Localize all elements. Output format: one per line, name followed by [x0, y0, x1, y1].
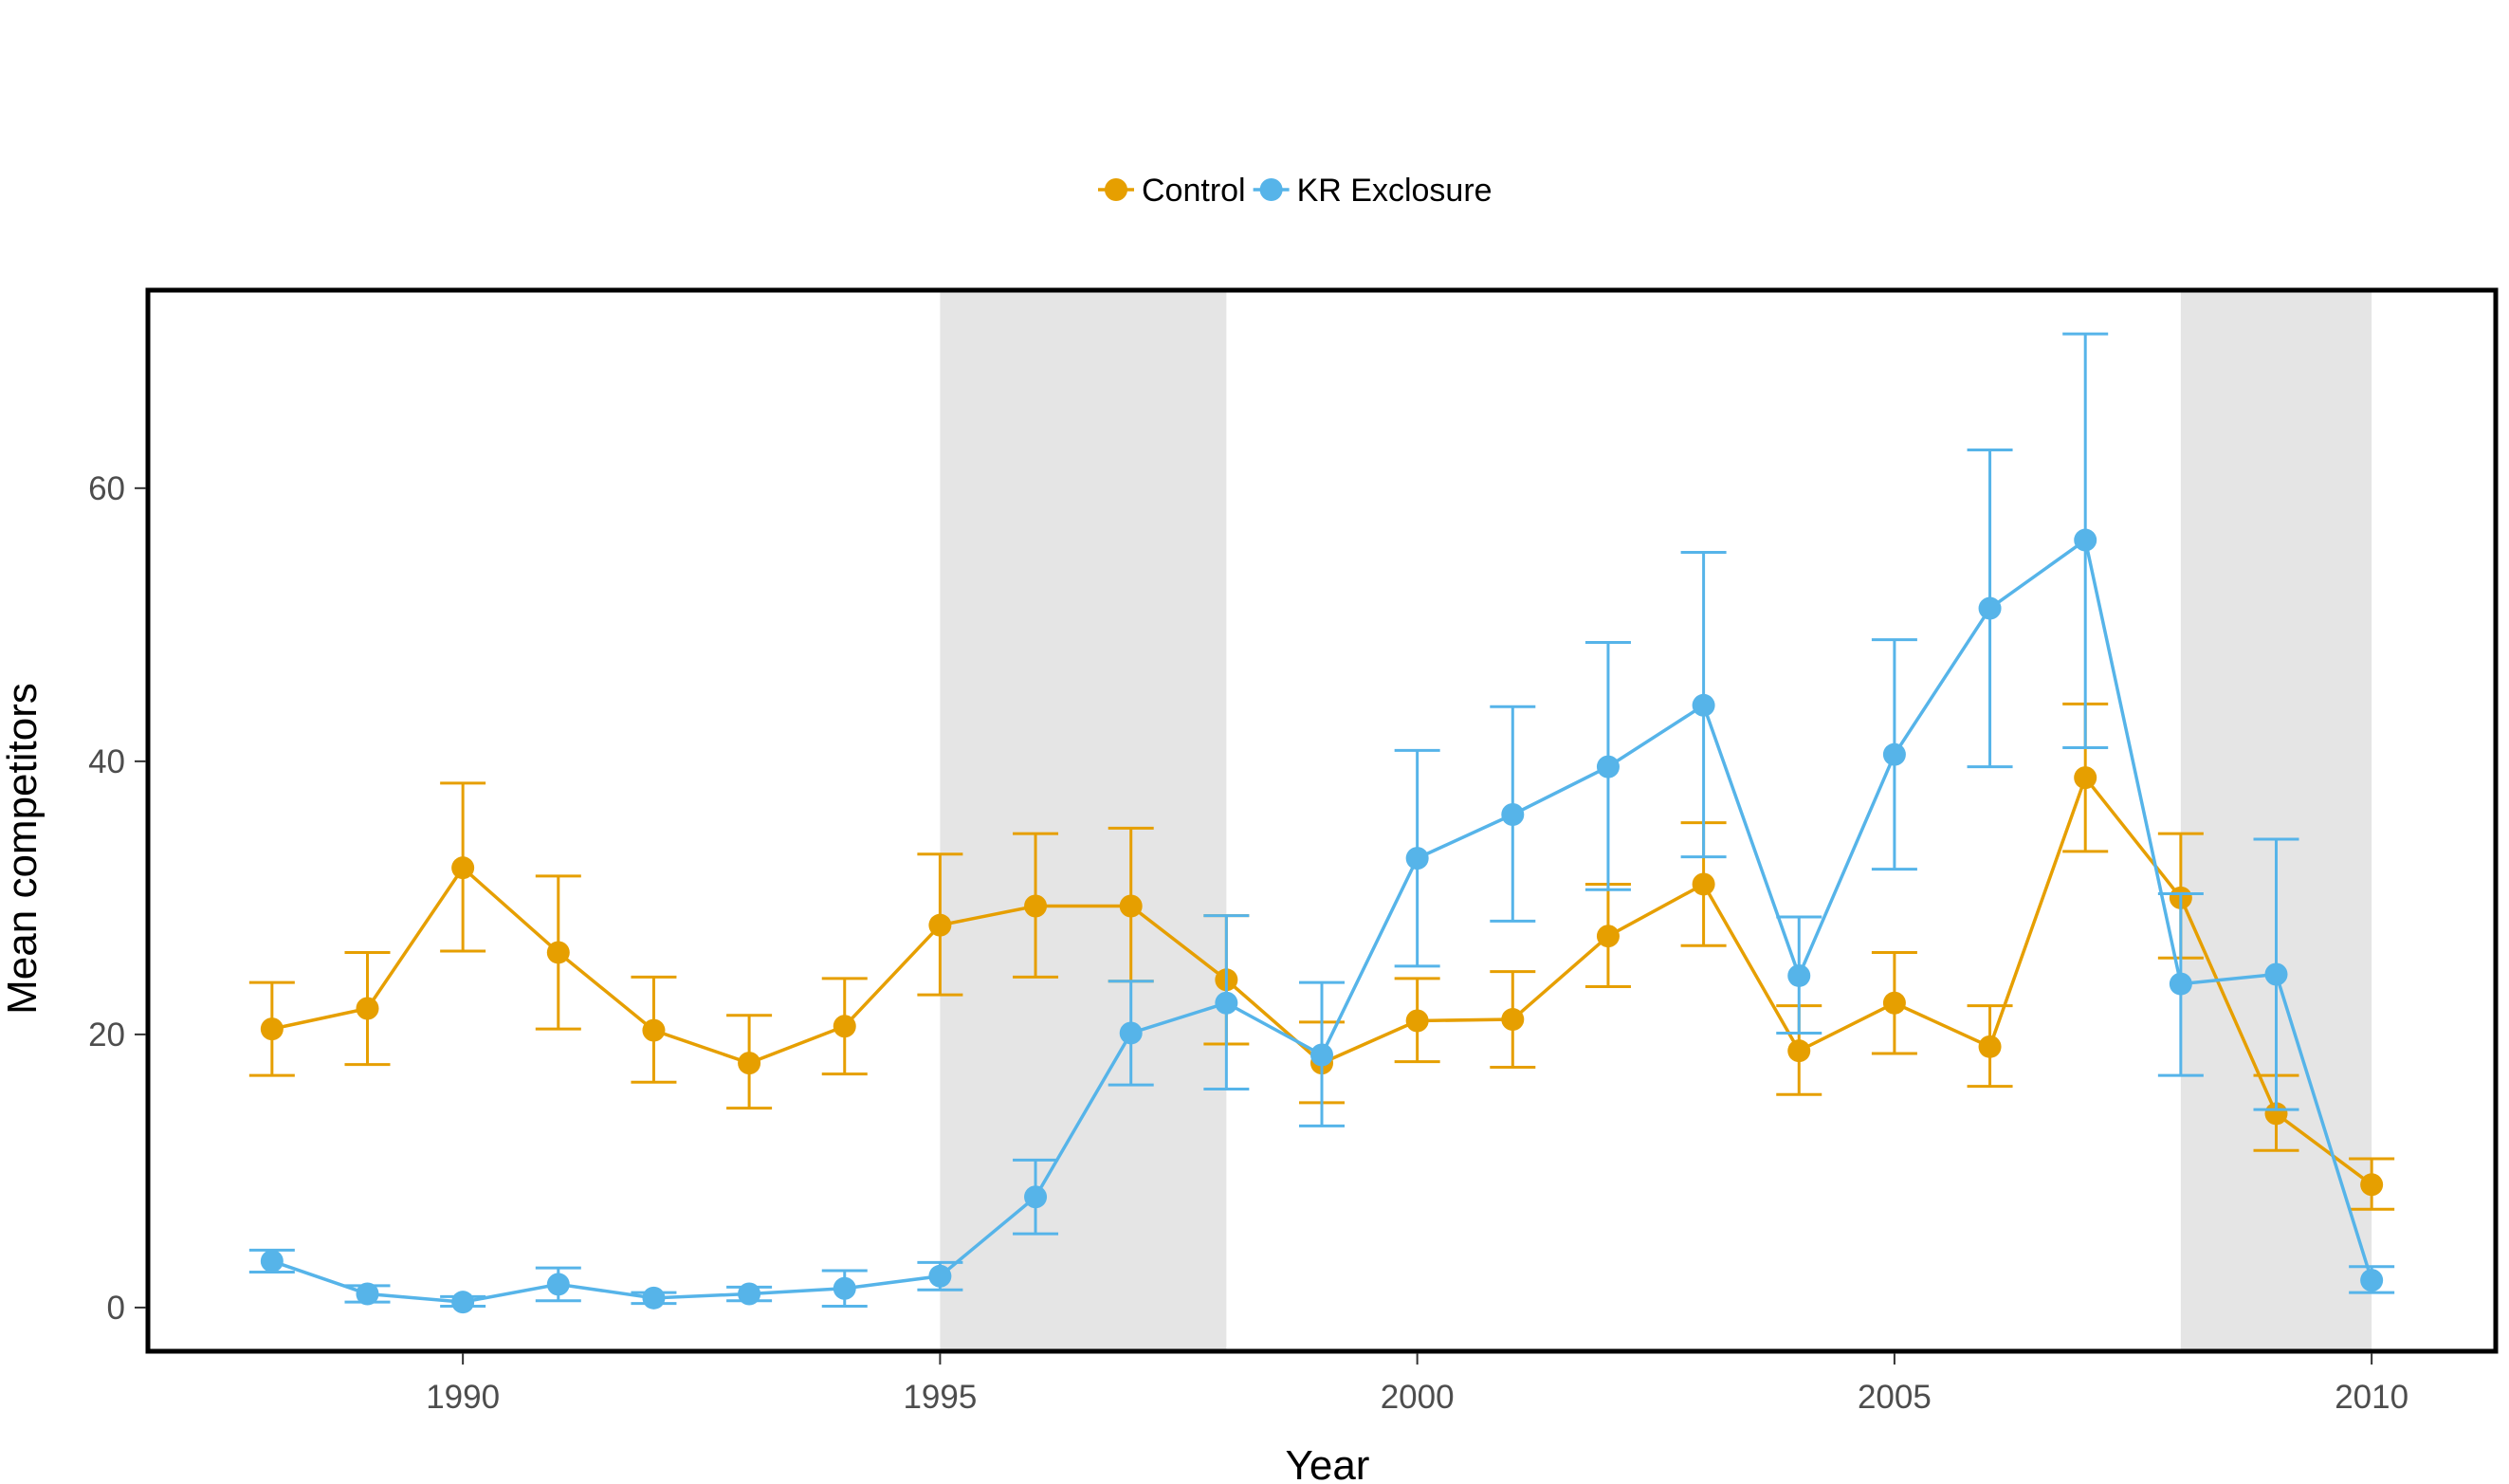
data-point-control-1995	[928, 913, 952, 937]
x-axis-title: Year	[1286, 1442, 1370, 1484]
data-point-kr-exclosure-2001	[1501, 803, 1525, 827]
data-point-control-2002	[1596, 925, 1620, 948]
data-point-kr-exclosure-1994	[833, 1276, 856, 1300]
data-point-control-1988	[260, 1017, 284, 1041]
y-tick-label-40: 40	[88, 743, 125, 780]
data-point-control-2010	[2360, 1173, 2384, 1197]
data-point-control-1993	[738, 1052, 761, 1075]
y-axis-title: Mean competitors	[0, 683, 46, 1015]
data-point-kr-exclosure-2007	[2074, 528, 2097, 552]
data-point-kr-exclosure-2006	[1978, 596, 2002, 620]
series-layer	[248, 332, 2395, 1314]
data-point-kr-exclosure-1989	[356, 1282, 379, 1306]
data-point-control-1990	[451, 856, 475, 880]
legend-label-kr-exclosure: KR Exclosure	[1297, 173, 1493, 209]
data-point-kr-exclosure-2000	[1405, 847, 1429, 870]
data-point-control-2004	[1787, 1039, 1811, 1063]
x-tick-label-2010: 2010	[2335, 1379, 2408, 1416]
data-point-control-2009	[2264, 1102, 2288, 1126]
data-point-control-2000	[1405, 1009, 1429, 1033]
data-point-control-2007	[2074, 766, 2097, 790]
legend-key-point-kr-exclosure	[1259, 178, 1283, 201]
data-point-kr-exclosure-2002	[1596, 755, 1620, 779]
x-tick-label-2005: 2005	[1858, 1379, 1932, 1416]
data-point-kr-exclosure-2010	[2360, 1269, 2384, 1292]
data-point-control-1991	[546, 941, 570, 964]
data-point-kr-exclosure-1992	[642, 1286, 666, 1310]
shaded-period-0	[940, 290, 1227, 1351]
plot-panel-border	[145, 287, 2499, 1354]
data-point-control-1997	[1119, 894, 1143, 918]
data-point-control-2003	[1692, 872, 1715, 896]
series-control	[248, 702, 2395, 1211]
legend: Control KR Exclosure	[1098, 173, 1493, 209]
data-point-kr-exclosure-2004	[1787, 963, 1811, 987]
data-point-kr-exclosure-1996	[1024, 1185, 1048, 1209]
legend-key-point-control	[1105, 178, 1127, 201]
data-point-kr-exclosure-1991	[546, 1273, 570, 1296]
legend-label-control: Control	[1142, 173, 1246, 209]
data-point-control-1992	[642, 1018, 666, 1042]
shaded-periods	[940, 290, 2372, 1351]
y-tick-label-20: 20	[88, 1017, 125, 1053]
data-point-kr-exclosure-2003	[1692, 693, 1715, 717]
data-point-control-1994	[833, 1015, 856, 1038]
x-tick-label-1995: 1995	[903, 1379, 977, 1416]
legend-item-kr-exclosure: KR Exclosure	[1253, 173, 1493, 209]
data-point-kr-exclosure-1995	[928, 1264, 952, 1288]
x-tick-label-2000: 2000	[1381, 1379, 1455, 1416]
data-point-kr-exclosure-1998	[1215, 991, 1238, 1015]
data-point-kr-exclosure-1997	[1119, 1021, 1143, 1045]
data-point-kr-exclosure-1990	[451, 1291, 475, 1314]
data-point-control-1996	[1024, 894, 1048, 918]
data-point-control-2005	[1882, 991, 1906, 1015]
data-point-kr-exclosure-2005	[1882, 742, 1906, 766]
data-point-kr-exclosure-2009	[2264, 962, 2288, 986]
y-tick-label-0: 0	[107, 1290, 125, 1327]
legend-item-control: Control	[1098, 173, 1246, 209]
data-point-kr-exclosure-2008	[2169, 972, 2192, 996]
data-point-kr-exclosure-1999	[1310, 1043, 1333, 1067]
data-point-kr-exclosure-1988	[260, 1249, 284, 1273]
axes: 1990 1995 2000 2005 2010 0 20 40 60	[88, 470, 2408, 1416]
data-point-control-1989	[356, 997, 379, 1020]
data-point-control-2001	[1501, 1008, 1525, 1032]
y-tick-label-60: 60	[88, 470, 125, 507]
series-kr-exclosure	[248, 332, 2395, 1314]
x-tick-label-1990: 1990	[426, 1379, 500, 1416]
data-point-control-2006	[1978, 1035, 2002, 1058]
data-point-kr-exclosure-1993	[738, 1282, 761, 1306]
